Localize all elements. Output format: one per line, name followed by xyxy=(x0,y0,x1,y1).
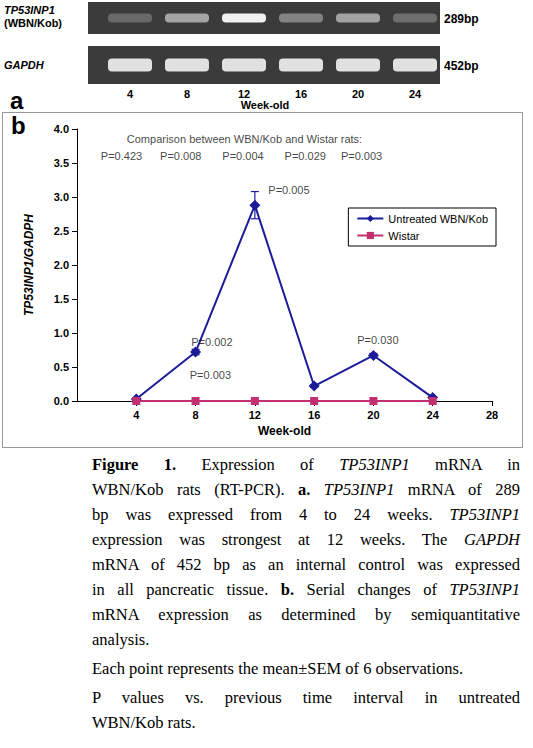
svg-text:P=0.005: P=0.005 xyxy=(268,184,309,196)
svg-text:Week-old: Week-old xyxy=(258,424,311,438)
svg-text:24: 24 xyxy=(427,409,440,421)
svg-text:16: 16 xyxy=(295,88,307,100)
svg-text:P=0.002: P=0.002 xyxy=(191,336,232,348)
svg-text:24: 24 xyxy=(409,88,422,100)
svg-text:2.0: 2.0 xyxy=(54,259,69,271)
svg-text:16: 16 xyxy=(308,409,320,421)
html-text:WBN/Kob rats (RT-PCR). a. TP53: WBN/Kob rats (RT-PCR). a. TP53INP1 mRNA … xyxy=(92,480,520,499)
svg-text:20: 20 xyxy=(352,88,364,100)
svg-text:TP53INP1: TP53INP1 xyxy=(4,4,55,16)
svg-text:P=0.003: P=0.003 xyxy=(190,369,231,381)
svg-text:Untreated WBN/Kob: Untreated WBN/Kob xyxy=(388,213,488,225)
svg-text:12: 12 xyxy=(237,88,251,100)
svg-text:P=0.030: P=0.030 xyxy=(357,334,398,346)
svg-text:P=0.003: P=0.003 xyxy=(341,150,382,162)
svg-text:8: 8 xyxy=(193,409,199,421)
svg-text:Week-old: Week-old xyxy=(241,99,290,111)
html-text:P values vs. previous time int: P values vs. previous time interval in u… xyxy=(92,688,520,707)
svg-text:4: 4 xyxy=(127,88,134,100)
svg-text:P=0.008: P=0.008 xyxy=(160,150,201,162)
svg-text:3.5: 3.5 xyxy=(54,157,69,169)
svg-text:20: 20 xyxy=(367,409,379,421)
svg-text:8: 8 xyxy=(184,88,190,100)
html-text:mRNA expression as determined: mRNA expression as determined by semiqua… xyxy=(92,605,520,624)
svg-text:289bp: 289bp xyxy=(444,12,479,26)
html-text:Figure 1. Expression of TP53IN: Figure 1. Expression of TP53INP1 mRNA in xyxy=(92,455,520,474)
html-text:in all pancreatic tissue. b. S: in all pancreatic tissue. b. Serial chan… xyxy=(92,580,520,599)
html-text:Each point represents the mean: Each point represents the mean±SEM of 6 … xyxy=(92,659,464,678)
svg-text:(WBN/Kob): (WBN/Kob) xyxy=(4,17,62,29)
html-text:expression was strongest at 12: expression was strongest at 12 weeks. Th… xyxy=(92,530,520,549)
svg-text:0.5: 0.5 xyxy=(54,361,69,373)
svg-text:b: b xyxy=(11,113,26,139)
svg-text:TP53INP1/GADPH: TP53INP1/GADPH xyxy=(22,214,36,316)
html-text:WBN/Kob rats.: WBN/Kob rats. xyxy=(92,713,196,732)
svg-text:a: a xyxy=(10,87,24,112)
html-text:analysis.: analysis. xyxy=(92,630,150,649)
svg-text:452bp: 452bp xyxy=(444,59,479,73)
svg-text:12: 12 xyxy=(249,409,261,421)
svg-text:P=0.423: P=0.423 xyxy=(101,150,142,162)
svg-text:1.0: 1.0 xyxy=(54,327,69,339)
svg-text:P=0.004: P=0.004 xyxy=(222,150,263,162)
svg-text:Wistar: Wistar xyxy=(388,230,420,242)
svg-text:28: 28 xyxy=(486,409,498,421)
svg-text:1.5: 1.5 xyxy=(54,293,69,305)
html-text:mRNA of 452 bp as an internal: mRNA of 452 bp as an internal control wa… xyxy=(92,555,520,574)
svg-text:4.0: 4.0 xyxy=(54,123,69,135)
svg-text:GAPDH: GAPDH xyxy=(4,59,45,71)
svg-text:Comparison between WBN/Kob and: Comparison between WBN/Kob and Wistar ra… xyxy=(127,133,362,145)
html-text:bp was expressed from 4 to 24: bp was expressed from 4 to 24 weeks. TP5… xyxy=(92,505,520,524)
svg-text:0.0: 0.0 xyxy=(54,395,69,407)
svg-text:4: 4 xyxy=(133,409,140,421)
svg-text:3.0: 3.0 xyxy=(54,191,69,203)
svg-text:P=0.029: P=0.029 xyxy=(285,150,326,162)
svg-text:2.5: 2.5 xyxy=(54,225,69,237)
